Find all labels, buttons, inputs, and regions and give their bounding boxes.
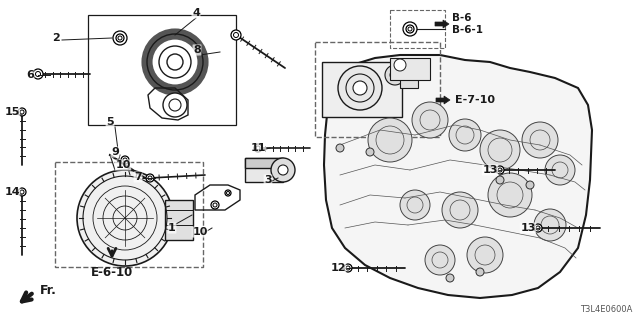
Circle shape (534, 224, 542, 232)
Circle shape (344, 264, 352, 272)
Circle shape (496, 176, 504, 184)
Bar (245, 158, 283, 182)
Circle shape (116, 34, 124, 42)
Circle shape (118, 36, 122, 40)
Bar (390, 10, 445, 48)
Circle shape (163, 93, 187, 117)
Text: 10: 10 (192, 227, 208, 237)
Circle shape (366, 148, 374, 156)
Circle shape (368, 118, 412, 162)
Circle shape (254, 144, 262, 152)
Circle shape (234, 33, 239, 37)
Polygon shape (435, 20, 449, 28)
Text: 12: 12 (330, 263, 346, 273)
Circle shape (18, 188, 26, 196)
Circle shape (425, 245, 455, 275)
Circle shape (336, 144, 344, 152)
Text: B-6: B-6 (452, 13, 472, 23)
Text: 15: 15 (4, 107, 20, 117)
Bar (315, 42, 440, 137)
Circle shape (476, 268, 484, 276)
Circle shape (394, 59, 406, 71)
Circle shape (467, 237, 503, 273)
Circle shape (406, 25, 414, 33)
Circle shape (18, 108, 26, 116)
Circle shape (121, 156, 129, 164)
Text: E-6-10: E-6-10 (91, 266, 133, 278)
Circle shape (278, 165, 288, 175)
Text: 11: 11 (250, 143, 266, 153)
Circle shape (20, 190, 24, 194)
Circle shape (446, 274, 454, 282)
Polygon shape (436, 96, 450, 104)
Circle shape (227, 191, 230, 195)
Circle shape (522, 122, 558, 158)
Bar (165, 200, 193, 240)
Circle shape (113, 31, 127, 45)
Polygon shape (324, 55, 592, 298)
Bar (245, 158, 283, 168)
Circle shape (271, 158, 295, 182)
Text: 2: 2 (52, 33, 60, 43)
Circle shape (213, 203, 217, 207)
Circle shape (536, 226, 540, 230)
Text: 3: 3 (264, 175, 272, 185)
Circle shape (488, 173, 532, 217)
Circle shape (480, 130, 520, 170)
Circle shape (449, 119, 481, 151)
Circle shape (526, 181, 534, 189)
Text: 1: 1 (168, 223, 176, 233)
Circle shape (338, 66, 382, 110)
Circle shape (225, 190, 231, 196)
Circle shape (231, 30, 241, 40)
Circle shape (123, 158, 127, 162)
Text: 9: 9 (111, 147, 119, 157)
Text: E-7-10: E-7-10 (455, 95, 495, 105)
Bar (400, 68, 418, 88)
Circle shape (545, 155, 575, 185)
Circle shape (390, 70, 400, 80)
Circle shape (148, 176, 152, 180)
Bar (55, 162, 203, 267)
Circle shape (496, 166, 504, 174)
Circle shape (406, 26, 413, 33)
Circle shape (146, 174, 154, 182)
Text: 13: 13 (520, 223, 536, 233)
Text: 8: 8 (193, 45, 201, 55)
Bar (390, 58, 430, 80)
Circle shape (256, 146, 260, 150)
Circle shape (169, 99, 181, 111)
Circle shape (211, 201, 219, 209)
Circle shape (346, 266, 350, 270)
Circle shape (400, 190, 430, 220)
Text: 4: 4 (192, 8, 200, 18)
Circle shape (159, 46, 191, 78)
Bar (322, 62, 402, 117)
Circle shape (167, 54, 183, 70)
Circle shape (534, 209, 566, 241)
Text: Fr.: Fr. (40, 284, 57, 297)
Text: T3L4E0600A: T3L4E0600A (580, 305, 632, 314)
Circle shape (385, 65, 405, 85)
Circle shape (403, 22, 417, 36)
Circle shape (116, 35, 124, 42)
Circle shape (35, 71, 40, 76)
Circle shape (77, 170, 173, 266)
Bar (88, 15, 236, 125)
Text: 5: 5 (106, 117, 114, 127)
Circle shape (442, 192, 478, 228)
Circle shape (408, 27, 412, 31)
Circle shape (498, 168, 502, 172)
Text: 14: 14 (4, 187, 20, 197)
Circle shape (20, 110, 24, 114)
Text: 13: 13 (483, 165, 498, 175)
Text: 6: 6 (26, 70, 34, 80)
Circle shape (33, 69, 43, 79)
Text: 7: 7 (134, 172, 142, 182)
Circle shape (353, 81, 367, 95)
Text: 10: 10 (115, 160, 131, 170)
Text: B-6-1: B-6-1 (452, 25, 483, 35)
Circle shape (412, 102, 448, 138)
